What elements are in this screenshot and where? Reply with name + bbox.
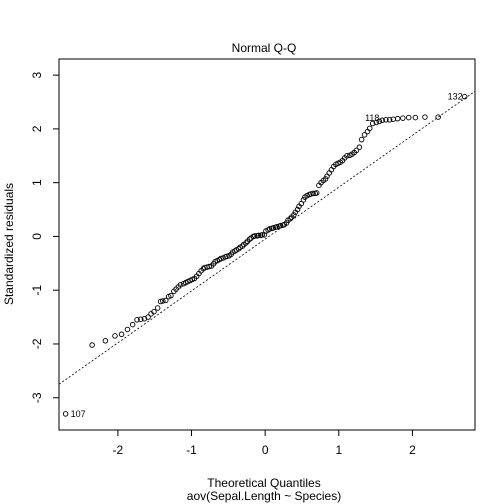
data-point (124, 326, 131, 333)
data-point (224, 253, 230, 260)
y-tick-label: 3 (30, 71, 44, 78)
x-axis: -2 -1 0 1 2 (113, 430, 416, 457)
data-point (283, 220, 290, 226)
data-point (112, 333, 118, 339)
data-point (294, 206, 301, 213)
data-point (255, 232, 262, 239)
data-point (422, 114, 428, 120)
data-point (246, 236, 253, 242)
data-point (386, 117, 393, 123)
data-point (157, 298, 164, 305)
data-point (168, 292, 174, 299)
data-point (383, 117, 389, 123)
data-point (300, 197, 307, 203)
data-point (405, 114, 412, 121)
data-point (118, 331, 125, 338)
data-point (151, 308, 157, 315)
data-point (134, 317, 140, 323)
data-point (243, 240, 249, 246)
point-label: 132 (448, 92, 463, 102)
x-tick-label: 2 (409, 443, 416, 457)
data-point (344, 153, 350, 159)
data-point (102, 337, 109, 344)
data-points (62, 93, 468, 417)
data-point (356, 144, 363, 150)
data-point (361, 132, 368, 138)
data-point (461, 93, 468, 100)
y-tick-label: -1 (30, 285, 44, 296)
data-point (274, 224, 280, 230)
data-point (373, 119, 380, 126)
data-point (310, 190, 316, 197)
data-point (400, 115, 406, 121)
data-point (160, 298, 166, 304)
point-labels: 132 118 107 (71, 92, 463, 419)
chart-title: Normal Q-Q (232, 41, 297, 55)
data-point (379, 117, 385, 124)
data-point (291, 212, 297, 218)
x-axis-label: Theoretical Quantiles (207, 476, 320, 490)
data-point (206, 263, 212, 270)
data-point (394, 115, 401, 122)
data-point (163, 297, 169, 304)
data-point (154, 305, 161, 311)
data-point (366, 125, 373, 132)
data-point (322, 176, 329, 182)
y-tick-label: 0 (30, 233, 44, 240)
chart-subtitle: aov(Sepal.Length ~ Species) (187, 489, 341, 503)
data-point (89, 342, 95, 348)
reference-line (58, 90, 476, 385)
data-point (270, 225, 277, 231)
x-tick-label: -1 (186, 443, 197, 457)
data-point (358, 136, 365, 143)
data-point (252, 233, 258, 239)
y-tick-label: -2 (30, 338, 44, 349)
data-point (376, 118, 383, 125)
y-tick-label: 1 (30, 179, 44, 186)
data-point (137, 316, 144, 322)
x-tick-label: 1 (335, 443, 342, 457)
y-axis: -3 -2 -1 0 1 2 3 (30, 71, 59, 403)
data-point (239, 243, 246, 249)
x-tick-label: -2 (113, 443, 124, 457)
y-tick-label: -3 (30, 392, 44, 403)
data-point (62, 411, 69, 417)
data-point (277, 222, 284, 229)
data-point (235, 246, 242, 252)
y-axis-label: Standardized residuals (2, 183, 16, 305)
data-point (129, 321, 136, 328)
data-point (369, 120, 376, 127)
point-label: 118 (365, 113, 379, 123)
data-point (412, 114, 419, 121)
data-point (353, 147, 360, 154)
data-point (177, 282, 184, 288)
data-point (259, 232, 265, 238)
data-point (145, 314, 151, 320)
x-tick-label: 0 (262, 443, 269, 457)
data-point (287, 215, 293, 222)
y-tick-label: 2 (30, 125, 44, 132)
point-label: 107 (71, 409, 86, 419)
data-point (266, 226, 273, 232)
plot-frame (58, 58, 476, 431)
data-point (435, 114, 441, 120)
data-point (313, 190, 320, 196)
